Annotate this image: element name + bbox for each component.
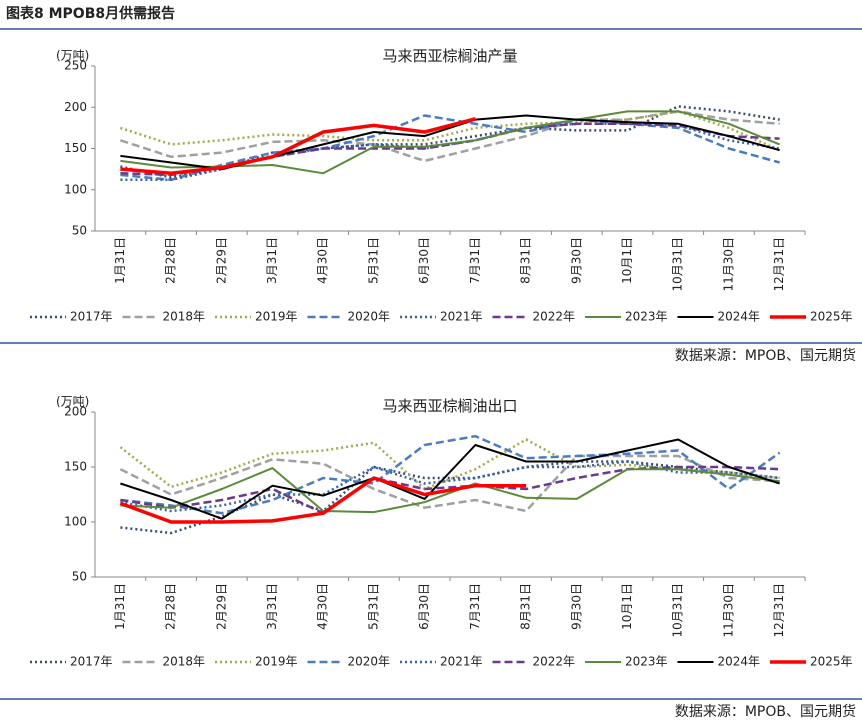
legend-label: 2021年 bbox=[440, 310, 483, 324]
header-title: 图表8 MPOB8月供需报告 bbox=[6, 5, 175, 22]
legend-label: 2022年 bbox=[533, 655, 576, 669]
legend-label: 2022年 bbox=[533, 310, 576, 324]
series-line bbox=[120, 434, 781, 515]
x-tick-label: 5月31日 bbox=[366, 237, 380, 284]
y-tick-label: 200 bbox=[64, 405, 87, 419]
x-tick-label: 6月30日 bbox=[417, 583, 431, 630]
x-tick-label: 1月31日 bbox=[113, 583, 127, 630]
y-tick-label: 150 bbox=[64, 460, 87, 474]
legend-label: 2018年 bbox=[163, 310, 206, 324]
x-tick-label: 12月31日 bbox=[772, 237, 786, 292]
y-tick-label: 100 bbox=[64, 182, 87, 196]
x-tick-label: 10月31日 bbox=[671, 237, 685, 292]
legend-label: 2020年 bbox=[348, 655, 391, 669]
y-axis-label: (万吨) bbox=[56, 49, 89, 63]
x-tick-label: 3月31日 bbox=[265, 583, 279, 630]
legend-label: 2023年 bbox=[625, 310, 668, 324]
series-line bbox=[119, 454, 780, 513]
legend-label: 2019年 bbox=[255, 655, 298, 669]
series-line bbox=[120, 465, 780, 515]
y-tick-label: 200 bbox=[64, 100, 87, 114]
legend-label: 2024年 bbox=[718, 310, 761, 324]
series-line bbox=[120, 460, 780, 513]
x-tick-label: 8月31日 bbox=[519, 583, 533, 630]
series-line bbox=[120, 114, 780, 182]
x-tick-label: 2月29日 bbox=[214, 583, 228, 630]
series-line bbox=[120, 438, 780, 520]
x-tick-label: 11月30日 bbox=[721, 583, 735, 638]
x-tick-label: 6月30日 bbox=[417, 237, 431, 284]
x-tick-label: 3月31日 bbox=[265, 237, 279, 284]
legend-label: 2017年 bbox=[70, 310, 113, 324]
x-tick-label: 10月1日 bbox=[620, 583, 634, 630]
legend-label: 2025年 bbox=[810, 655, 853, 669]
x-tick-label: 1月31日 bbox=[113, 237, 127, 284]
y-tick-label: 50 bbox=[72, 570, 87, 584]
legend-label: 2025年 bbox=[810, 310, 853, 324]
x-tick-label: 10月1日 bbox=[620, 237, 634, 284]
x-tick-label: 12月31日 bbox=[772, 583, 786, 638]
legend-label: 2020年 bbox=[348, 310, 391, 324]
x-tick-label: 2月28日 bbox=[164, 237, 178, 284]
y-tick-label: 50 bbox=[72, 224, 87, 238]
legend-label: 2017年 bbox=[70, 655, 113, 669]
legend-label: 2024年 bbox=[718, 655, 761, 669]
legend-label: 2021年 bbox=[440, 655, 483, 669]
chart-title: 马来西亚棕榈油出口 bbox=[382, 397, 517, 415]
x-tick-label: 9月30日 bbox=[569, 237, 583, 284]
x-tick-label: 5月31日 bbox=[366, 583, 380, 630]
x-tick-label: 2月28日 bbox=[164, 583, 178, 630]
chart-title: 马来西亚棕榈油产量 bbox=[382, 47, 517, 65]
x-tick-label: 4月30日 bbox=[316, 583, 330, 630]
source-note: 数据来源：MPOB、国元期货 bbox=[675, 703, 856, 720]
y-axis-label: (万吨) bbox=[56, 395, 89, 409]
series-line bbox=[120, 110, 780, 163]
legend-label: 2023年 bbox=[625, 655, 668, 669]
x-tick-label: 10月31日 bbox=[671, 583, 685, 638]
x-tick-label: 7月31日 bbox=[468, 237, 482, 284]
y-tick-label: 100 bbox=[64, 515, 87, 529]
x-tick-label: 8月31日 bbox=[519, 237, 533, 284]
x-tick-label: 9月30日 bbox=[569, 583, 583, 630]
x-tick-label: 2月29日 bbox=[214, 237, 228, 284]
x-tick-label: 4月30日 bbox=[316, 237, 330, 284]
legend-label: 2018年 bbox=[163, 655, 206, 669]
series-line bbox=[120, 114, 780, 171]
series-line bbox=[120, 117, 476, 176]
y-tick-label: 250 bbox=[64, 59, 87, 73]
y-tick-label: 150 bbox=[64, 141, 87, 155]
series-line bbox=[119, 476, 527, 524]
legend-label: 2019年 bbox=[255, 310, 298, 324]
series-line bbox=[120, 467, 780, 514]
x-tick-label: 11月30日 bbox=[721, 237, 735, 292]
source-note: 数据来源：MPOB、国元期货 bbox=[675, 347, 856, 364]
x-tick-label: 7月31日 bbox=[468, 583, 482, 630]
